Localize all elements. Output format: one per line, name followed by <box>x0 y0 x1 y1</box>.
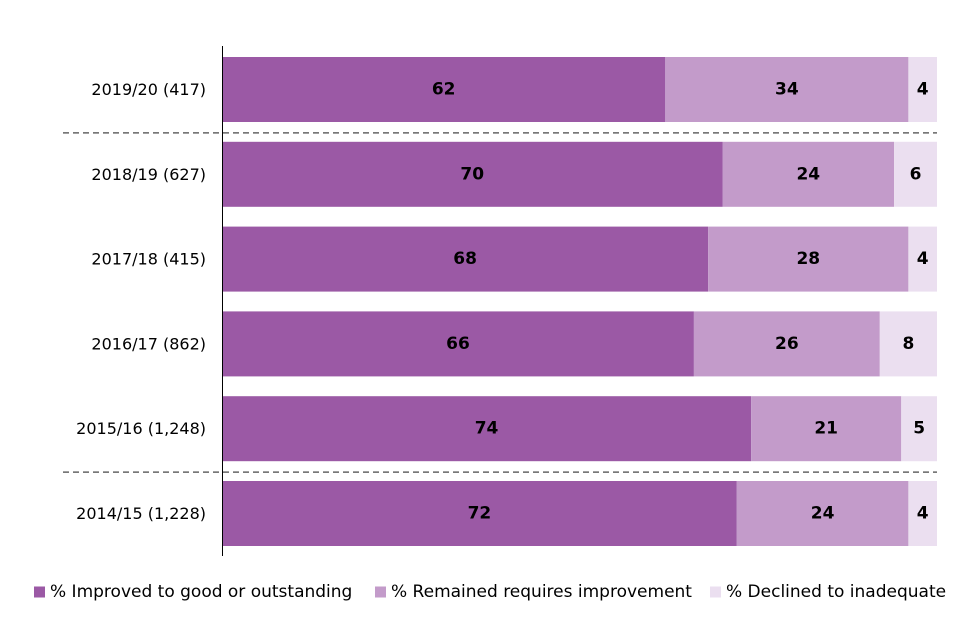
bar-segment-2018-19-627-series-1 <box>222 141 723 207</box>
bar-segment-2014-15-1-228-series-1 <box>222 481 737 546</box>
bar-segment-2015-16-1-248-series-2 <box>751 396 902 462</box>
bar-segment-2016-17-862-series-1 <box>222 311 694 377</box>
data-label-2017-18-415-series-1: 68 <box>453 249 477 269</box>
legend-swatch-series-3 <box>710 586 721 598</box>
category-label-2014-15-1-228: 2014/15 (1,228) <box>76 504 206 523</box>
data-label-2014-15-1-228-series-3: 4 <box>917 504 929 524</box>
data-label-2019-20-417-series-1: 62 <box>432 80 456 100</box>
bar-segment-2014-15-1-228-series-2 <box>736 481 909 546</box>
data-label-2017-18-415-series-3: 4 <box>917 249 929 269</box>
legend-label-series-1: % Improved to good or outstanding <box>50 582 352 602</box>
data-label-2014-15-1-228-series-2: 24 <box>811 504 835 524</box>
data-label-2014-15-1-228-series-1: 72 <box>468 504 492 524</box>
data-label-2018-19-627-series-3: 6 <box>910 164 922 184</box>
bar-segment-2015-16-1-248-series-1 <box>222 396 752 462</box>
bar-segment-2019-20-417-series-1 <box>222 57 666 122</box>
data-label-2019-20-417-series-3: 4 <box>917 80 929 100</box>
data-label-2018-19-627-series-1: 70 <box>460 164 484 184</box>
bar-segment-2017-18-415-series-3 <box>908 226 937 292</box>
bar-segment-2016-17-862-series-3 <box>879 311 937 377</box>
data-label-2017-18-415-series-2: 28 <box>796 249 820 269</box>
data-label-2016-17-862-series-1: 66 <box>446 334 470 354</box>
data-label-2015-16-1-248-series-2: 21 <box>814 419 838 439</box>
legend-label-series-3: % Declined to inadequate <box>726 582 946 602</box>
bar-segment-2019-20-417-series-3 <box>908 57 937 122</box>
category-label-2018-19-627: 2018/19 (627) <box>91 165 206 184</box>
bar-segment-2017-18-415-series-2 <box>708 226 909 292</box>
category-label-2019-20-417: 2019/20 (417) <box>91 80 206 99</box>
data-label-2015-16-1-248-series-1: 74 <box>475 419 499 439</box>
data-label-2016-17-862-series-2: 26 <box>775 334 799 354</box>
data-label-2015-16-1-248-series-3: 5 <box>913 419 925 439</box>
bar-segment-2015-16-1-248-series-3 <box>901 396 937 462</box>
bar-segment-2017-18-415-series-1 <box>222 226 709 292</box>
bar-segment-2018-19-627-series-3 <box>894 141 937 207</box>
category-labels: 2019/20 (417) 2018/19 (627) 2017/18 (415) 2… <box>76 80 206 523</box>
category-label-2016-17-862: 2016/17 (862) <box>91 334 206 353</box>
bar-segment-2019-20-417-series-2 <box>665 57 909 122</box>
data-label-2016-17-862-series-3: 8 <box>902 334 914 354</box>
legend-swatch-series-2 <box>375 586 386 598</box>
bar-segment-2018-19-627-series-2 <box>722 141 895 207</box>
category-label-2017-18-415: 2017/18 (415) <box>91 250 206 269</box>
category-label-2015-16-1-248: 2015/16 (1,248) <box>76 419 206 438</box>
data-label-2018-19-627-series-2: 24 <box>796 164 820 184</box>
bars-layer: 62 34 4 70 24 6 68 28 4 66 26 8 74 21 5 72 24 4 <box>222 57 937 546</box>
bar-segment-2016-17-862-series-2 <box>693 311 880 377</box>
separators-layer <box>63 132 937 473</box>
legend-swatch-series-1 <box>34 586 45 598</box>
legend-label-series-2: % Remained requires improvement <box>391 582 692 602</box>
data-label-2019-20-417-series-2: 34 <box>775 80 799 100</box>
bar-segment-2014-15-1-228-series-3 <box>908 481 937 546</box>
legend: % Improved to good or outstanding % Remai… <box>34 582 946 602</box>
